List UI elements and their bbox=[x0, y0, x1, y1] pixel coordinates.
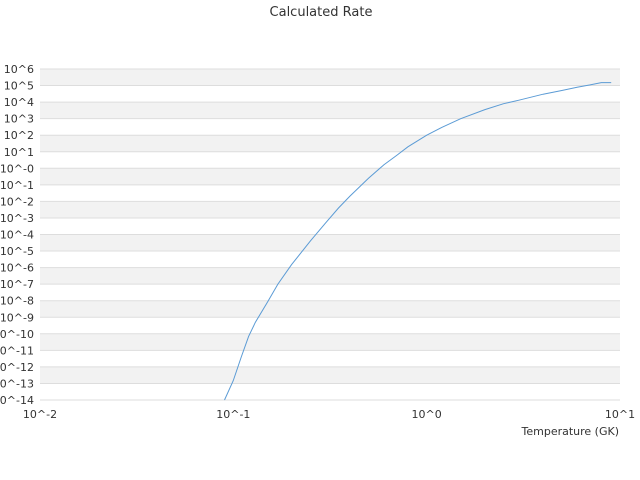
y-tick-label: 10^2 bbox=[4, 129, 34, 142]
y-tick-label: 10^4 bbox=[4, 96, 34, 109]
chart-title: Calculated Rate bbox=[270, 5, 373, 20]
y-tick-label: 10^6 bbox=[4, 63, 34, 76]
y-tick-label: 10^5 bbox=[4, 80, 34, 93]
y-tick-label: 10^-3 bbox=[0, 212, 34, 225]
grid-band bbox=[40, 201, 620, 218]
grid-band bbox=[40, 333, 620, 351]
series-line bbox=[224, 82, 612, 401]
y-tick-label: 10^1 bbox=[4, 146, 34, 159]
x-tick-label: 10^-2 bbox=[23, 408, 57, 421]
series-group bbox=[224, 82, 612, 401]
grid-bands bbox=[40, 69, 620, 384]
grid-band bbox=[40, 234, 620, 252]
y-tick-label: 10^-11 bbox=[0, 344, 34, 357]
y-tick-label: 10^-14 bbox=[0, 394, 34, 407]
grid-band bbox=[40, 168, 620, 185]
y-tick-label: 10^-12 bbox=[0, 361, 34, 374]
grid-band bbox=[40, 135, 620, 152]
x-axis-ticks: 10^-2 10^-1 10^0 10^1 bbox=[23, 408, 635, 421]
y-tick-label: 10^-4 bbox=[0, 229, 34, 242]
y-tick-label: 10^-1 bbox=[0, 179, 34, 192]
x-tick-label: 10^-1 bbox=[216, 408, 250, 421]
y-tick-label: 10^3 bbox=[4, 113, 34, 126]
y-tick-label: 10^-9 bbox=[0, 311, 34, 324]
grid-band bbox=[40, 102, 620, 119]
grid-band bbox=[40, 300, 620, 318]
x-tick-label: 10^1 bbox=[605, 408, 635, 421]
y-tick-label: 10^-8 bbox=[0, 295, 34, 308]
y-axis-ticks: 10^-14 10^-13 10^-12 10^-11 10^-10 10^-9 10^-8… bbox=[0, 63, 34, 407]
y-tick-label: 10^-10 bbox=[0, 328, 34, 341]
y-tick-label: 10^-2 bbox=[0, 195, 34, 208]
grid-lines bbox=[40, 68, 620, 401]
x-axis-label: Temperature (GK) bbox=[521, 425, 620, 438]
x-tick-label: 10^0 bbox=[412, 408, 442, 421]
y-tick-label: 10^-7 bbox=[0, 278, 34, 291]
y-tick-label: 10^-0 bbox=[0, 162, 34, 175]
grid-band bbox=[40, 267, 620, 285]
grid-band bbox=[40, 69, 620, 86]
grid-band bbox=[40, 366, 620, 384]
y-tick-label: 10^-5 bbox=[0, 245, 34, 258]
y-tick-label: 10^-13 bbox=[0, 377, 34, 390]
y-tick-label: 10^-6 bbox=[0, 262, 34, 275]
